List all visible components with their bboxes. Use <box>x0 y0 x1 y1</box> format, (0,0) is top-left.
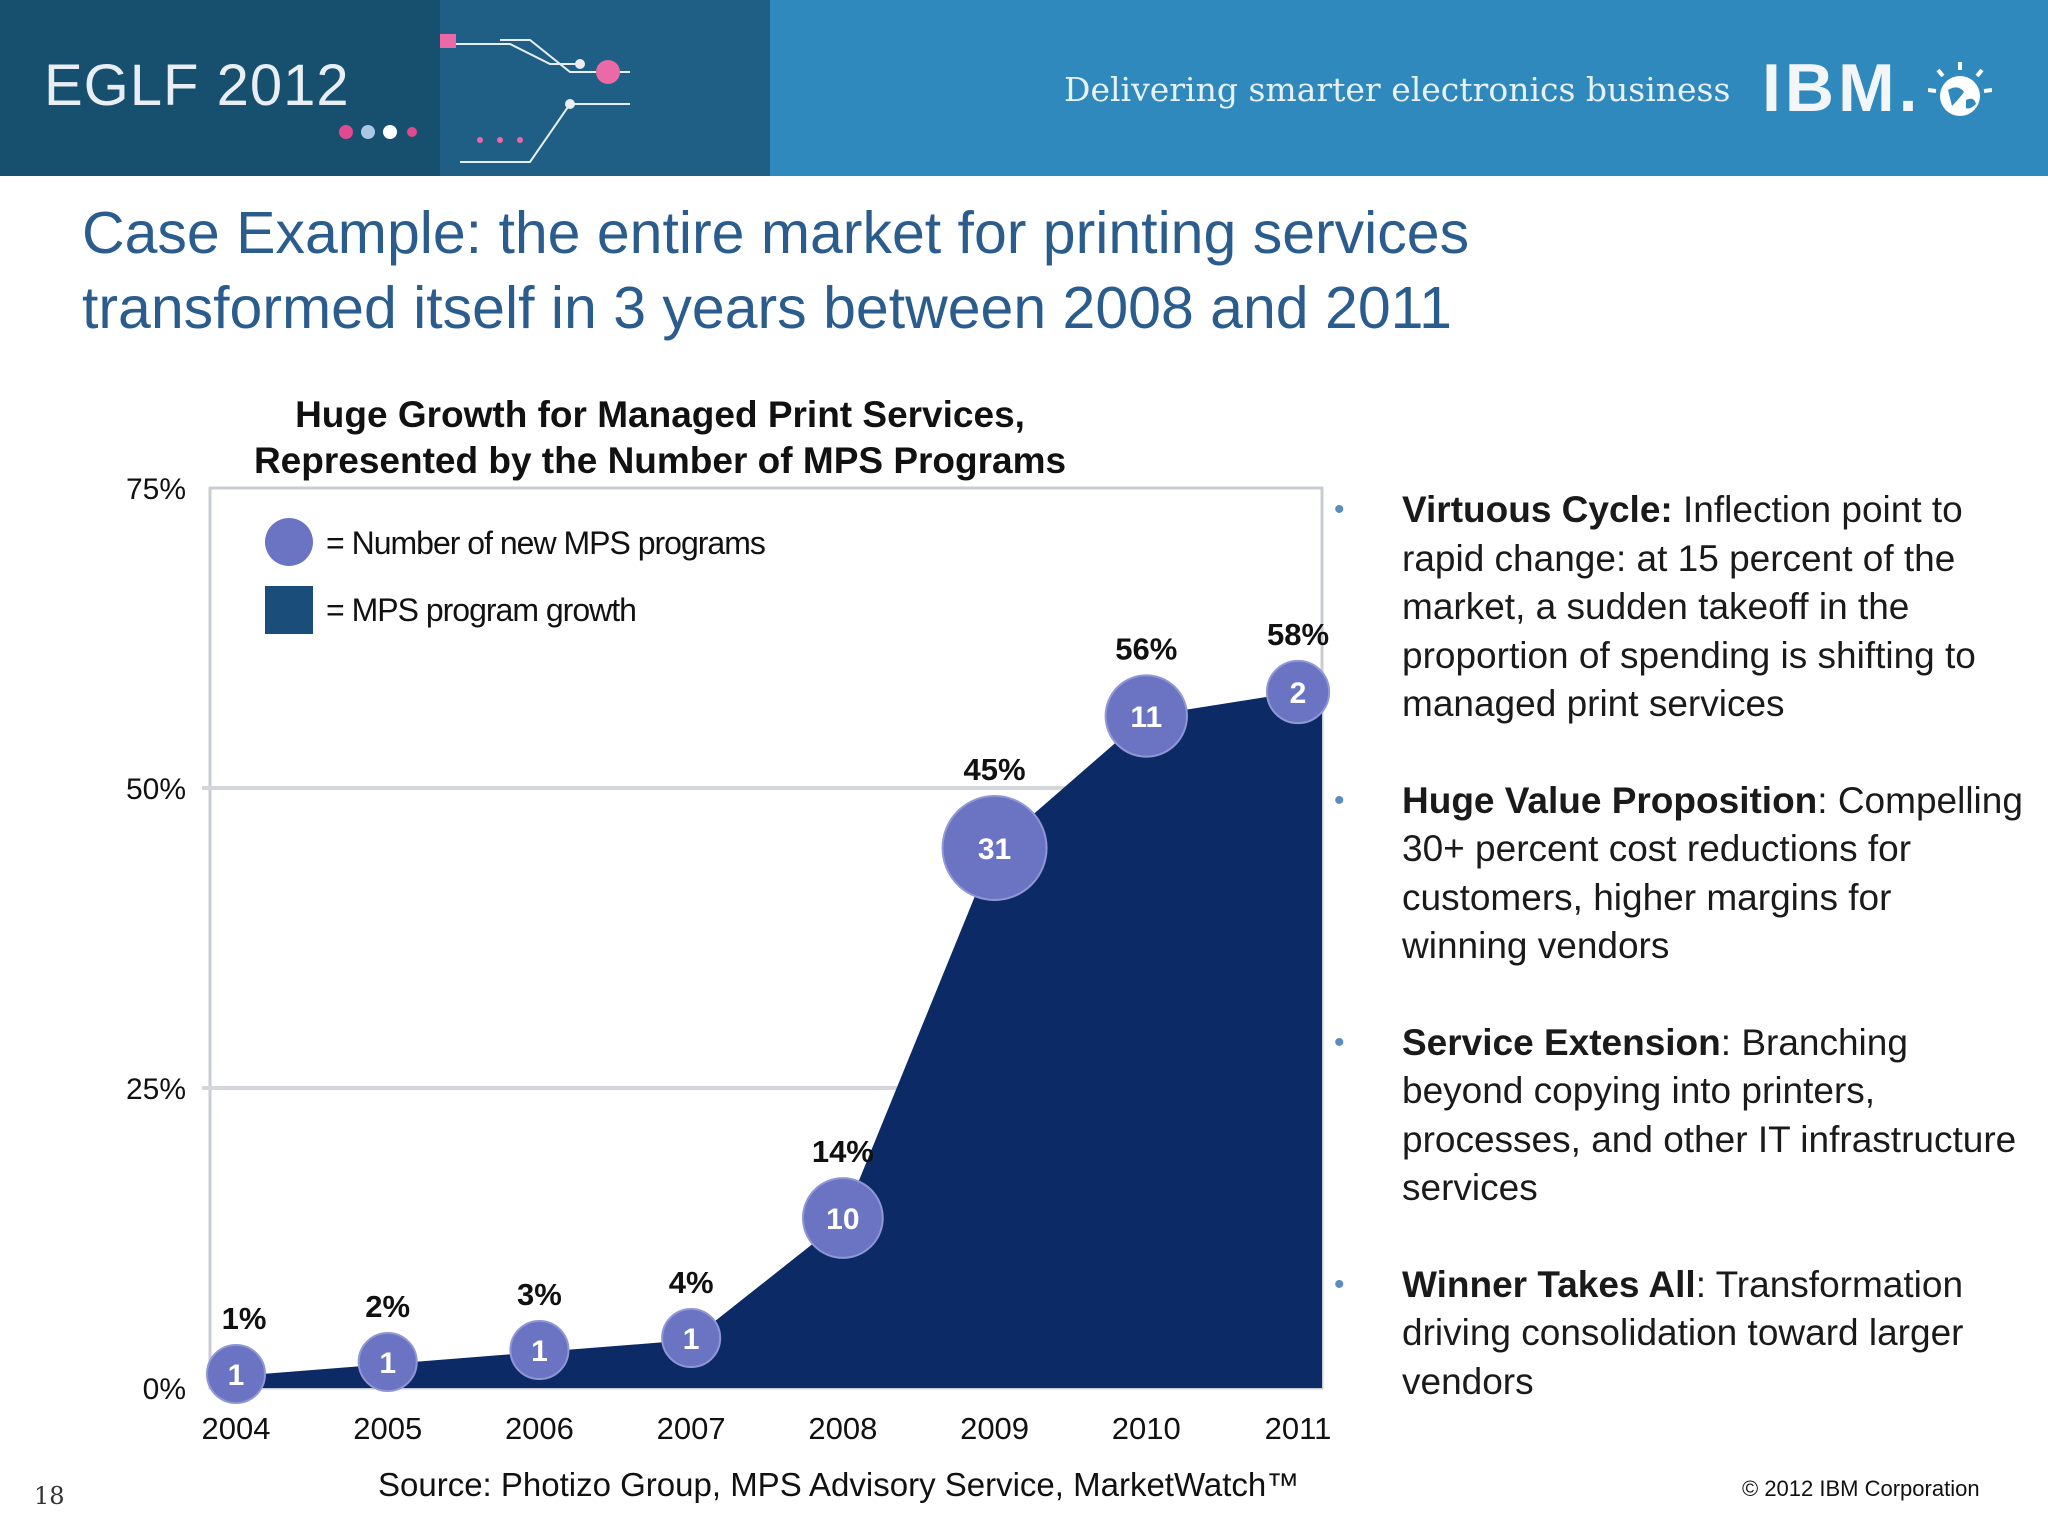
bubble-point <box>801 1177 884 1259</box>
slide-title: Case Example: the entire market for prin… <box>82 196 1469 346</box>
circuit-decoration-icon <box>430 0 770 176</box>
x-tick-label: 2004 <box>202 1411 271 1446</box>
bubble-point <box>205 1343 267 1405</box>
banner-circuit-graphic <box>430 0 770 176</box>
smarter-planet-globe-icon <box>1928 62 1992 116</box>
bubble-point <box>357 1331 418 1393</box>
mps-growth-chart: 0% 25% 50% 75% 2004 2005 2006 2007 2008 2009 2010 2… <box>126 473 1332 1446</box>
bubble-label: 1 <box>379 1347 396 1380</box>
bubble-label: 31 <box>978 833 1011 866</box>
bullet-text: Inflection point to rapid change: at 15 … <box>1402 489 1976 724</box>
bullet-list: • Virtuous Cycle: Inflection point to rap… <box>1334 486 2024 1406</box>
bullet-heading: Winner Takes All <box>1402 1263 1696 1305</box>
bullet-text: : Branching beyond copying into printers… <box>1402 1021 2017 1209</box>
data-label: 3% <box>517 1277 562 1312</box>
slide-title-line2: transformed itself in 3 years between 20… <box>82 275 1452 341</box>
data-label: 1% <box>222 1301 267 1336</box>
bubble-label: 1 <box>531 1335 548 1368</box>
bubble-point <box>1104 674 1188 758</box>
y-tick-label: 25% <box>126 1073 186 1106</box>
source-note: Source: Photizo Group, MPS Advisory Serv… <box>378 1466 1300 1503</box>
slide-title-line1: Case Example: the entire market for prin… <box>82 200 1470 266</box>
bubble-point <box>509 1319 570 1381</box>
x-tick-label: 2009 <box>960 1411 1029 1446</box>
bullet-item: • Winner Takes All: Transformation drivin… <box>1334 1261 2024 1407</box>
bullet-item: • Virtuous Cycle: Inflection point to rap… <box>1334 486 2024 729</box>
x-tick-label: 2006 <box>505 1411 574 1446</box>
copyright-notice: © 2012 IBM Corporation <box>1742 1476 1980 1501</box>
data-label: 2% <box>365 1289 410 1324</box>
data-label: 14% <box>812 1134 874 1169</box>
data-label: 4% <box>669 1265 714 1300</box>
bullet-item: • Service Extension: Branching beyond cop… <box>1334 1019 2024 1213</box>
bullet-icon: • <box>1334 1267 1345 1301</box>
legend-label: = Number of new MPS programs <box>326 525 765 561</box>
legend-label: = MPS program growth <box>326 592 636 628</box>
x-tick-label: 2005 <box>353 1411 422 1446</box>
bubble-label: 10 <box>826 1203 859 1236</box>
x-tick-label: 2007 <box>657 1411 726 1446</box>
bullet-icon: • <box>1334 1025 1345 1059</box>
y-tick-label: 75% <box>126 473 186 506</box>
ibm-logo: IBM. <box>1762 50 1922 126</box>
bubble-label: 1 <box>228 1359 245 1392</box>
legend-square-marker <box>265 586 313 634</box>
y-tick-label: 0% <box>143 1373 186 1406</box>
bubble-label: 1 <box>683 1323 700 1356</box>
x-tick-label: 2010 <box>1112 1411 1181 1446</box>
bubble-point <box>941 795 1048 901</box>
bullet-text: : Compelling 30+ percent cost reductions… <box>1402 779 2023 967</box>
chart-title-line1: Huge Growth for Managed Print Services, <box>295 394 1025 435</box>
bullet-text: : Transformation driving consolidation t… <box>1402 1263 1964 1402</box>
x-tick-label: 2008 <box>808 1411 877 1446</box>
event-title: EGLF 2012 <box>44 53 350 118</box>
bubble-label: 2 <box>1290 677 1307 710</box>
header-banner: EGLF 2012 Delivering smarter electronics… <box>0 0 2048 176</box>
banner-right-panel <box>770 0 2048 176</box>
data-label: 58% <box>1267 617 1329 652</box>
bullet-heading: Virtuous Cycle: <box>1402 489 1673 530</box>
page-number: 18 <box>34 1482 65 1510</box>
data-label: 45% <box>964 752 1026 787</box>
legend-circle-marker <box>265 518 313 566</box>
bullet-item: • Huge Value Proposition: Compelling 30+ … <box>1334 777 2024 971</box>
bubble-label: 11 <box>1130 701 1162 734</box>
bullet-icon: • <box>1334 783 1345 817</box>
banner-left-panel <box>0 0 440 176</box>
bubble-point <box>1265 659 1331 725</box>
bullet-icon: • <box>1334 493 1345 526</box>
bullet-heading: Huge Value Proposition <box>1402 779 1818 821</box>
data-label: 56% <box>1115 631 1177 666</box>
y-tick-label: 50% <box>126 773 186 806</box>
x-tick-label: 2011 <box>1265 1411 1332 1446</box>
bubble-point <box>661 1307 722 1369</box>
growth-area-series <box>236 692 1322 1388</box>
banner-dots-icon <box>339 125 417 139</box>
banner-tagline: Delivering smarter electronics business <box>1064 70 1731 109</box>
bullet-heading: Service Extension <box>1402 1021 1721 1063</box>
